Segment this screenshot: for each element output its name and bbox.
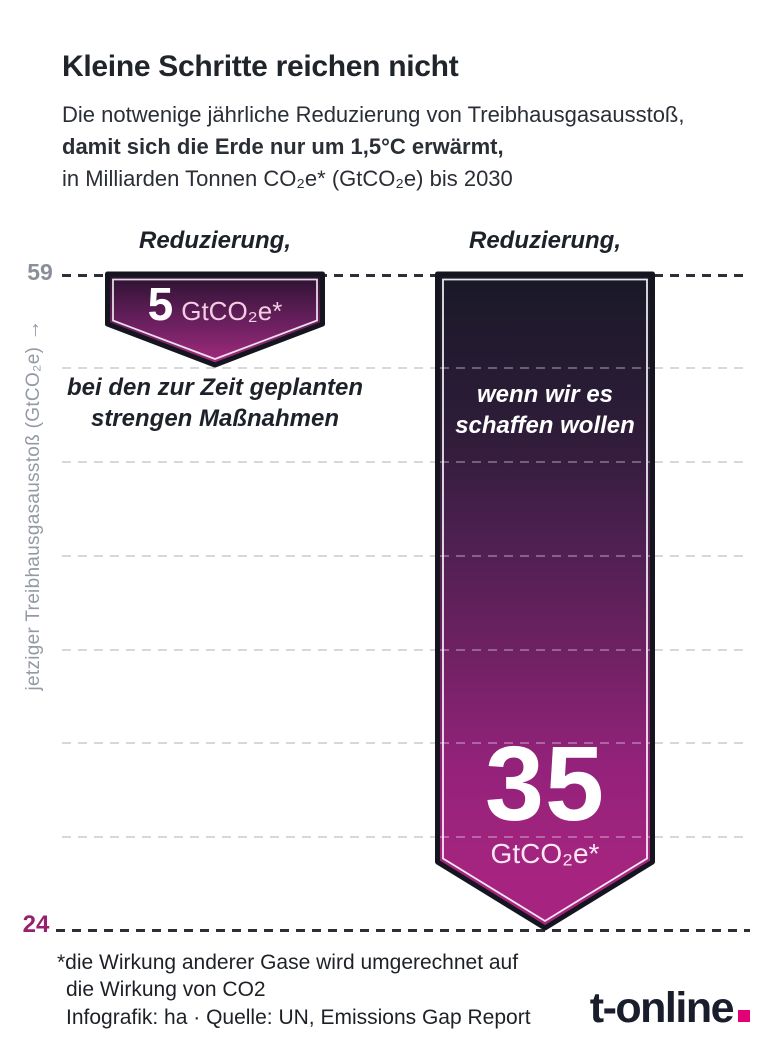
y-axis-label-text: jetziger Treibhausgasausstoß (GtCO₂e): [23, 346, 44, 691]
column-label-left: Reduzierung,: [138, 227, 291, 254]
gridline-34: [62, 742, 750, 744]
small-arrow-value: 5: [147, 278, 174, 330]
gridline-59-dark: [62, 274, 750, 277]
subtitle-line-3: in Milliarden Tonnen CO₂e* (GtCO₂e) bis …: [62, 166, 513, 191]
large-arrow-unit: GtCO₂e*: [490, 838, 600, 869]
gridline-overlay: [440, 649, 650, 651]
t-online-logo: t-online: [555, 984, 750, 1033]
gridline-overlay: [440, 461, 650, 463]
small-arrow-caption-line-2: strengen Maßnahmen: [90, 405, 340, 432]
gridline-overlay: [440, 367, 650, 369]
logo-dot: [738, 1010, 750, 1022]
reduction-arrow-large: [435, 271, 655, 931]
gridline-24-dark: [56, 929, 750, 932]
y-axis-tick-59: 59: [27, 259, 53, 285]
large-arrow-caption-line-1: wenn wir es: [476, 381, 614, 408]
large-arrow-caption-line-2: schaffen wollen: [455, 412, 635, 439]
gridline-39: [62, 649, 750, 651]
gridline-overlay: [440, 742, 650, 744]
gridline-overlay: [440, 836, 650, 838]
gridline-overlay: [440, 555, 650, 557]
axis-up-arrow-icon: →: [21, 319, 44, 341]
gridline-54: [62, 367, 750, 369]
small-arrow-caption: bei den zur Zeit geplanten strengen Maßn…: [55, 372, 375, 434]
footnote-line-1: *die Wirkung anderer Gase wird umgerechn…: [57, 951, 519, 974]
gridline-49: [62, 461, 750, 463]
reduction-arrow-small: [105, 271, 325, 368]
column-label-right: Reduzierung,: [468, 227, 621, 254]
footnote-line-2: die Wirkung von CO2: [66, 978, 266, 1001]
logo-text: t-online: [589, 984, 735, 1032]
small-arrow-value-group: 5 GtCO₂e*: [105, 281, 325, 327]
y-axis-tick-24: 24: [22, 911, 50, 938]
small-arrow-unit: GtCO₂e*: [181, 296, 283, 326]
small-arrow-caption-line-1: bei den zur Zeit geplanten: [66, 374, 364, 401]
large-arrow-value: 35: [485, 725, 605, 843]
subtitle-line-2: damit sich die Erde nur um 1,5°C erwärmt…: [62, 134, 504, 159]
subtitle-line-1: Die notwenige jährliche Reduzierung von …: [62, 102, 685, 127]
gridline-29: [62, 836, 750, 838]
large-arrow-caption: wenn wir es schaffen wollen: [385, 379, 705, 441]
credit-line: Infografik: ha · Quelle: UN, Emissions G…: [66, 1006, 531, 1029]
gridline-44: [62, 555, 750, 557]
page-title: Kleine Schritte reichen nicht: [62, 50, 459, 83]
y-axis-label: jetziger Treibhausgasausstoß (GtCO₂e) →: [21, 319, 45, 690]
